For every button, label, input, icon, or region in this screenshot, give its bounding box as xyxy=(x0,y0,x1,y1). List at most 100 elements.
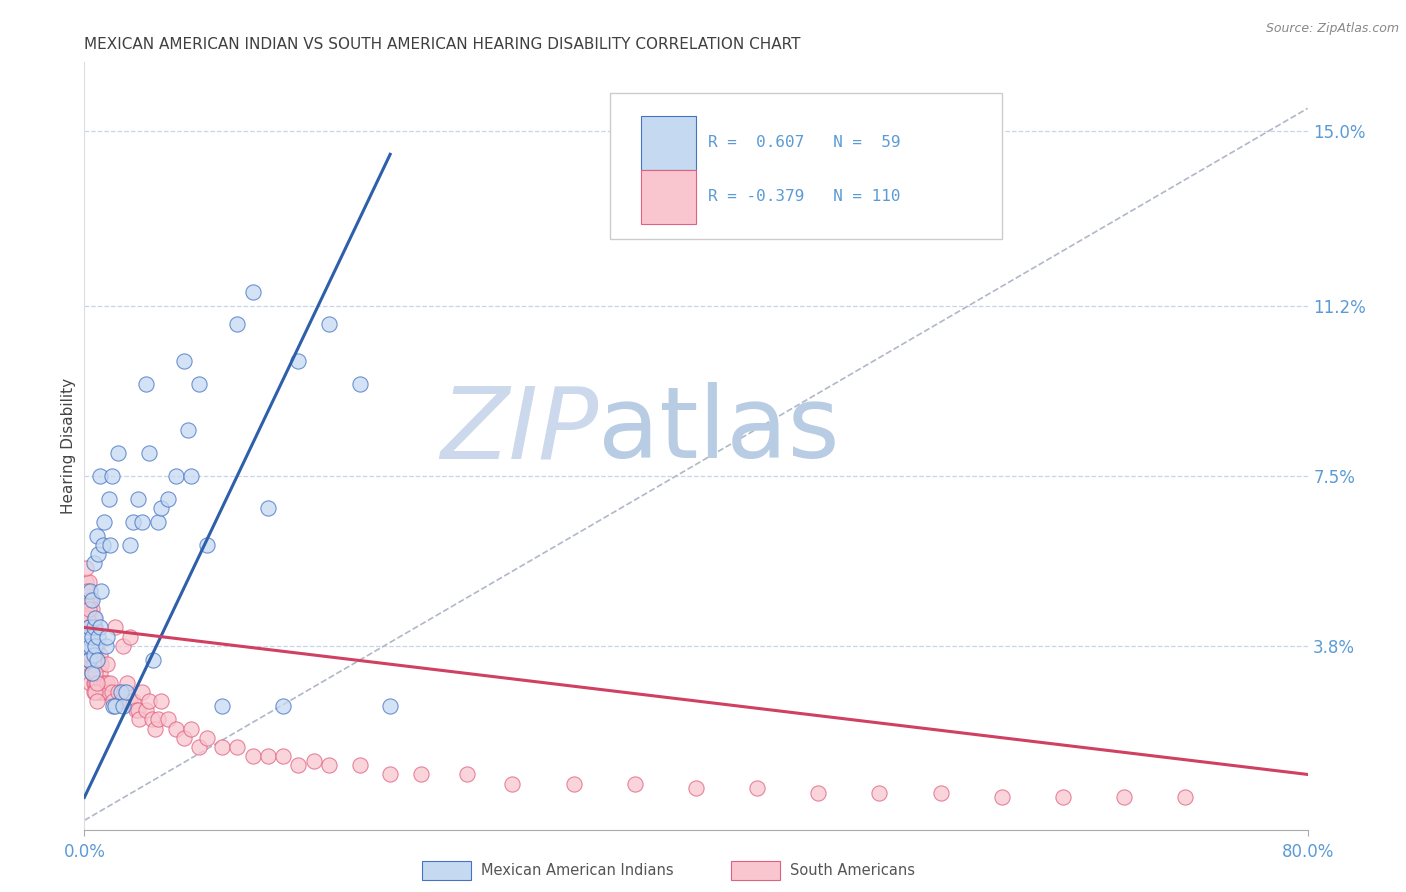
Text: R = -0.379   N = 110: R = -0.379 N = 110 xyxy=(709,189,901,204)
Point xyxy=(807,786,830,800)
Point xyxy=(1114,790,1136,805)
Point xyxy=(83,620,105,634)
Point xyxy=(79,675,101,690)
Point xyxy=(138,446,160,460)
Point xyxy=(624,777,647,791)
Point xyxy=(76,583,98,598)
Point xyxy=(84,685,107,699)
Point xyxy=(86,657,108,672)
Text: MEXICAN AMERICAN INDIAN VS SOUTH AMERICAN HEARING DISABILITY CORRELATION CHART: MEXICAN AMERICAN INDIAN VS SOUTH AMERICA… xyxy=(84,37,801,52)
Point xyxy=(86,675,108,690)
Point xyxy=(1052,790,1074,805)
Point xyxy=(89,685,111,699)
Point xyxy=(135,703,157,717)
Point xyxy=(76,611,98,625)
Point xyxy=(84,666,107,681)
Point xyxy=(91,685,114,699)
Point xyxy=(138,694,160,708)
Point xyxy=(79,593,101,607)
Point xyxy=(107,446,129,460)
Point xyxy=(79,639,101,653)
Point xyxy=(122,515,145,529)
Point xyxy=(349,376,371,391)
Point xyxy=(157,712,180,726)
Point xyxy=(91,538,114,552)
Point xyxy=(562,777,585,791)
Point xyxy=(83,675,105,690)
Point xyxy=(76,630,98,644)
Point xyxy=(180,722,202,736)
Point xyxy=(90,583,112,598)
Point xyxy=(79,620,101,634)
Point xyxy=(242,285,264,299)
Point xyxy=(211,698,233,713)
Point xyxy=(84,639,107,653)
Point xyxy=(84,611,107,625)
Point xyxy=(83,648,105,662)
Point xyxy=(127,491,149,506)
Point xyxy=(96,630,118,644)
Point xyxy=(149,501,172,516)
Point xyxy=(75,602,97,616)
Point xyxy=(97,685,120,699)
Point xyxy=(86,675,108,690)
Point xyxy=(101,685,124,699)
Point xyxy=(80,639,103,653)
Point xyxy=(869,786,891,800)
Point xyxy=(287,354,309,368)
Point xyxy=(83,685,105,699)
Point xyxy=(80,602,103,616)
Point xyxy=(84,675,107,690)
Point xyxy=(93,675,115,690)
Point xyxy=(131,685,153,699)
Point xyxy=(135,376,157,391)
Point xyxy=(87,685,110,699)
Point xyxy=(96,657,118,672)
Point xyxy=(271,749,294,764)
Point xyxy=(75,574,97,589)
Point xyxy=(90,675,112,690)
Point xyxy=(195,538,218,552)
Point xyxy=(747,781,769,796)
Point xyxy=(128,712,150,726)
Point xyxy=(120,630,142,644)
Point xyxy=(77,652,100,666)
Point xyxy=(226,739,249,754)
Point xyxy=(456,767,478,781)
Point xyxy=(103,698,125,713)
Point xyxy=(287,758,309,772)
Point xyxy=(103,694,125,708)
Point xyxy=(318,318,340,332)
Point xyxy=(1174,790,1197,805)
FancyBboxPatch shape xyxy=(641,116,696,169)
Point xyxy=(380,767,402,781)
Text: Source: ZipAtlas.com: Source: ZipAtlas.com xyxy=(1265,22,1399,36)
FancyBboxPatch shape xyxy=(641,169,696,224)
Point xyxy=(84,620,107,634)
Point xyxy=(87,657,110,672)
Point xyxy=(86,639,108,653)
Point xyxy=(111,698,134,713)
Point xyxy=(188,739,211,754)
Text: R =  0.607   N =  59: R = 0.607 N = 59 xyxy=(709,136,901,151)
Point xyxy=(991,790,1014,805)
Point xyxy=(165,722,187,736)
Point xyxy=(80,666,103,681)
Text: Mexican American Indians: Mexican American Indians xyxy=(481,863,673,878)
Point xyxy=(502,777,524,791)
Point xyxy=(127,703,149,717)
Point xyxy=(211,739,233,754)
Point xyxy=(77,620,100,634)
Point xyxy=(104,698,127,713)
Point xyxy=(89,468,111,483)
Point xyxy=(79,648,101,662)
Point xyxy=(83,611,105,625)
Point xyxy=(93,515,115,529)
Point xyxy=(94,639,117,653)
Point xyxy=(76,593,98,607)
Point xyxy=(115,675,138,690)
Point xyxy=(84,648,107,662)
Point xyxy=(271,698,294,713)
Point xyxy=(79,620,101,634)
Point xyxy=(96,675,118,690)
